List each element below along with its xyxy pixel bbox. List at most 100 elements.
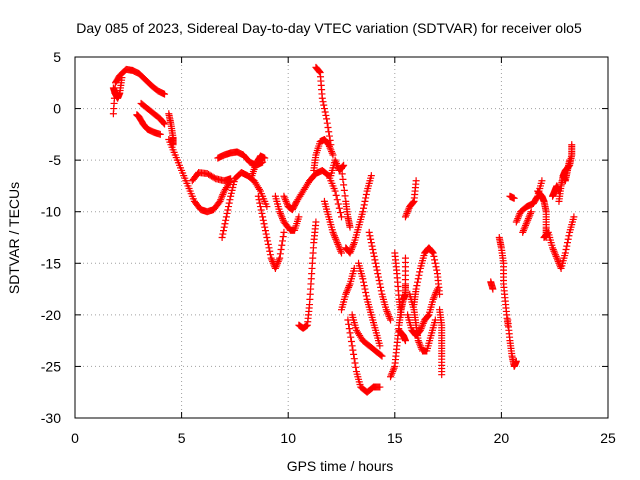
data-point-plus xyxy=(418,323,426,331)
y-tick-label: -30 xyxy=(41,410,61,426)
data-point-plus xyxy=(348,342,356,350)
data-point-plus xyxy=(522,220,530,228)
data-point-plus xyxy=(428,248,436,256)
data-point-plus xyxy=(432,263,440,271)
data-point-plus xyxy=(280,228,288,236)
data-point-plus xyxy=(323,115,331,123)
data-point-plus xyxy=(260,220,268,228)
data-point-plus xyxy=(351,359,359,367)
data-point-plus xyxy=(278,213,286,221)
data-point-plus xyxy=(367,235,375,243)
data-point-plus xyxy=(257,206,265,214)
data-point-plus xyxy=(417,325,425,333)
data-point-plus xyxy=(333,196,341,204)
data-point-plus xyxy=(554,256,562,264)
data-point-plus xyxy=(276,254,284,262)
data-point-plus xyxy=(401,254,409,262)
data-point-plus xyxy=(514,213,522,221)
data-point-plus xyxy=(550,247,558,255)
data-point-plus xyxy=(346,223,354,231)
data-point-plus xyxy=(429,249,437,257)
data-point-plus xyxy=(387,371,395,379)
data-point-plus xyxy=(264,237,272,245)
data-point-plus xyxy=(274,258,282,266)
data-point-plus xyxy=(327,141,335,149)
data-point-plus xyxy=(340,181,348,189)
data-point-plus xyxy=(430,294,438,302)
data-point-plus xyxy=(564,235,572,243)
data-point-plus xyxy=(390,364,398,372)
chart-title: Day 085 of 2023, Sidereal Day-to-day VTE… xyxy=(76,20,582,36)
data-point-plus xyxy=(330,232,338,240)
data-point-plus xyxy=(387,316,395,324)
data-point-plus xyxy=(367,239,375,247)
data-point-plus xyxy=(318,94,326,102)
data-point-plus xyxy=(332,158,340,166)
data-point-plus xyxy=(255,196,263,204)
data-point-plus xyxy=(563,239,571,247)
data-point-plus xyxy=(362,289,370,297)
grid-lines xyxy=(75,57,608,418)
data-point-plus xyxy=(416,340,424,348)
data-point-plus xyxy=(376,342,384,350)
data-point-plus xyxy=(254,192,262,200)
data-point-plus xyxy=(433,266,441,274)
data-point-plus xyxy=(409,198,417,206)
data-point-plus xyxy=(489,285,497,293)
data-point-plus xyxy=(513,216,521,224)
data-point-plus xyxy=(512,357,520,365)
data-point-plus xyxy=(332,235,340,243)
data-point-plus xyxy=(255,185,263,193)
data-point-plus xyxy=(538,177,546,185)
data-point-plus xyxy=(223,209,231,217)
data-point-plus xyxy=(224,206,232,214)
data-point-plus xyxy=(416,342,424,350)
data-point-plus xyxy=(325,128,333,136)
y-axis-label: SDTVAR / TECUs xyxy=(6,182,22,294)
data-point-plus xyxy=(346,329,354,337)
data-point-plus xyxy=(430,252,438,260)
data-point-plus xyxy=(365,228,373,236)
data-point-plus xyxy=(519,228,527,236)
data-point-plus xyxy=(326,144,334,152)
data-point-plus xyxy=(315,68,323,76)
data-point-plus xyxy=(350,350,358,358)
data-point-plus xyxy=(402,211,410,219)
data-point-plus xyxy=(369,246,377,254)
data-point-plus xyxy=(414,337,422,345)
data-point-plus xyxy=(382,306,390,314)
data-point-plus xyxy=(348,244,356,252)
data-point-plus xyxy=(219,230,227,238)
data-point-plus xyxy=(523,218,531,226)
x-tick-label: 0 xyxy=(71,430,79,446)
data-point-plus xyxy=(372,259,380,267)
data-point-plus xyxy=(544,229,552,237)
data-point-plus xyxy=(338,170,346,178)
data-point-plus xyxy=(295,213,303,221)
data-point-plus xyxy=(389,366,397,374)
data-point-plus xyxy=(377,287,385,295)
data-point-plus xyxy=(347,247,355,255)
data-point-plus xyxy=(372,263,380,271)
data-point-plus xyxy=(321,108,329,116)
data-point-plus xyxy=(568,141,576,149)
data-point-plus xyxy=(216,197,224,205)
data-point-plus xyxy=(256,203,264,211)
data-point-plus xyxy=(218,234,226,241)
data-point-plus xyxy=(320,105,328,113)
data-point-plus xyxy=(524,215,532,223)
data-point-plus xyxy=(409,199,417,207)
data-point-plus xyxy=(263,234,271,241)
data-point-plus xyxy=(335,244,343,252)
data-point-plus xyxy=(332,191,340,199)
y-tick-label: -10 xyxy=(41,204,61,220)
data-point-plus xyxy=(268,256,276,264)
data-point-plus xyxy=(423,313,431,321)
data-point-plus xyxy=(333,160,341,168)
y-tick-label: -20 xyxy=(41,307,61,323)
data-point-plus xyxy=(333,161,341,169)
data-point-plus xyxy=(345,283,353,291)
data-point-plus xyxy=(366,232,374,240)
data-point-plus xyxy=(323,119,331,127)
